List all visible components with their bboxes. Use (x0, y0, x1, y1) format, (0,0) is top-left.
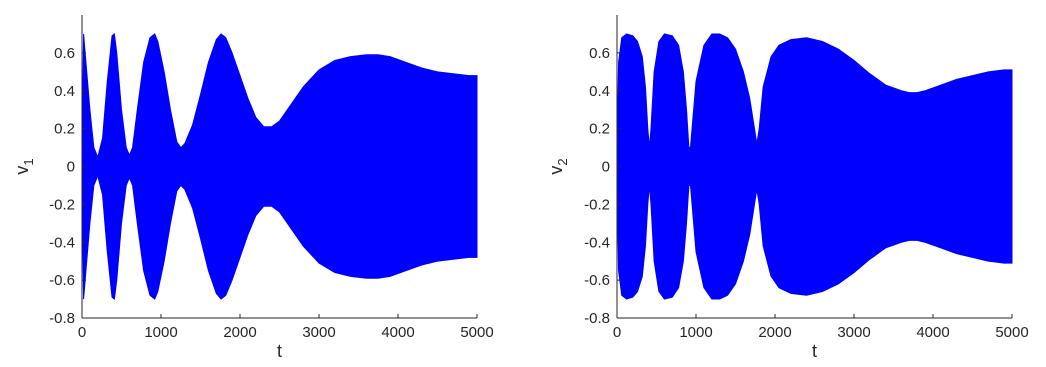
x-tick-label: 2000 (758, 324, 791, 341)
y-axis-label-subscript: 1 (21, 158, 36, 165)
y-axis-label-base: v (12, 166, 32, 175)
y-tick-label: 0.2 (589, 121, 610, 138)
y-tick-label: 0.4 (54, 83, 75, 100)
y-tick-label: -0.6 (584, 272, 610, 289)
x-tick-label: 0 (613, 324, 621, 341)
x-tick-label: 3000 (837, 324, 870, 341)
y-tick-label: 0.6 (54, 45, 75, 62)
x-tick-label: 5000 (460, 324, 493, 341)
y-tick-label: 0 (602, 159, 610, 176)
x-tick-label: 3000 (302, 324, 335, 341)
x-tick-label: 2000 (223, 324, 256, 341)
y-tick-label: -0.6 (49, 272, 75, 289)
y-tick-label: -0.2 (49, 196, 75, 213)
y-tick-label: -0.8 (49, 310, 75, 327)
y-tick-label: -0.8 (584, 310, 610, 327)
x-tick-label: 1000 (144, 324, 177, 341)
y-tick-label: 0.6 (589, 45, 610, 62)
y-tick-label: -0.4 (584, 234, 610, 251)
chart-2: 0 1000 2000 3000 4000 5000 -0.8 -0.6 -0.4 -0.2 0 0.… (546, 15, 1029, 361)
y-axis-label: v2 (546, 158, 570, 174)
x-axis-label: t (812, 341, 817, 361)
x-axis-label: t (277, 341, 282, 361)
y-tick-label: -0.2 (584, 196, 610, 213)
x-tick-label: 1000 (679, 324, 712, 341)
chart-1: 0 1000 2000 3000 4000 5000 -0.8 -0.6 -0.4 -0.2 0 0.… (12, 15, 494, 361)
y-tick-label: 0.4 (589, 83, 610, 100)
x-tick-label: 0 (78, 324, 86, 341)
x-tick-label: 5000 (995, 324, 1028, 341)
y-axis-label-subscript: 2 (555, 158, 570, 165)
y-tick-label: 0.2 (54, 121, 75, 138)
x-tick-label: 4000 (381, 324, 414, 341)
y-axis-label: v1 (12, 158, 36, 174)
y-tick-label: -0.4 (49, 234, 75, 251)
x-tick-label: 4000 (916, 324, 949, 341)
series-envelope-area (81, 32, 478, 301)
y-axis-label-base: v (546, 166, 566, 175)
series-envelope-area (616, 33, 1013, 300)
y-tick-label: 0 (67, 159, 75, 176)
